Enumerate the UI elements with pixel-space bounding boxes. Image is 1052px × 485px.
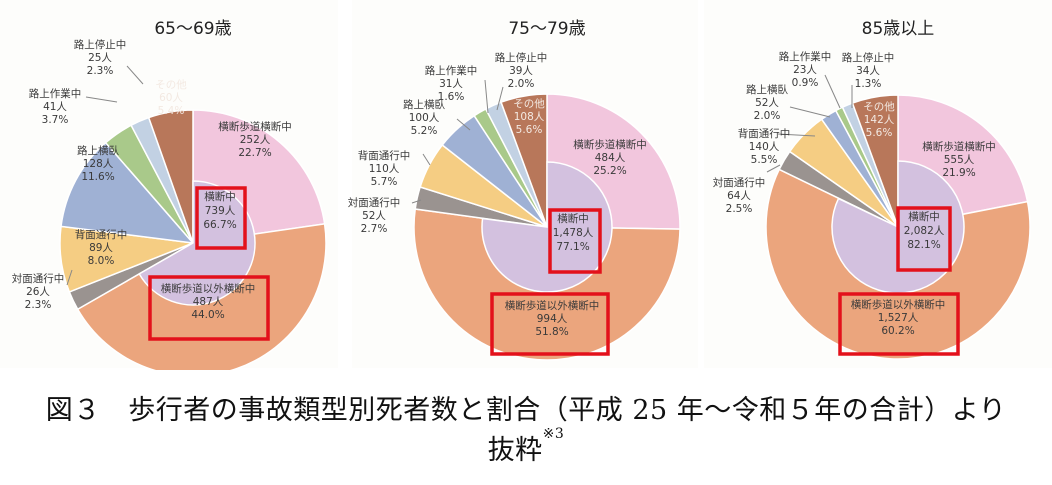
inner-label: 横断中 1,478人 77.1% bbox=[553, 212, 594, 253]
slice-7 bbox=[500, 93, 548, 228]
highlight-box-inner bbox=[548, 208, 602, 274]
caption-line-1: 図３ 歩行者の事故類型別死者数と割合（平成 25 年～令和５年の合計）より bbox=[45, 395, 1007, 426]
slice-label: 横断歩道横断中 555人 21.9% bbox=[922, 140, 996, 179]
figure-caption-line-2: 抜粋※3 bbox=[0, 426, 1052, 467]
slice-label: 路上作業中 31人 1.6% bbox=[425, 64, 478, 103]
slice-label: 対面通行中 64人 2.5% bbox=[713, 176, 766, 215]
slice-label: 横断歩道以外横断中 994人 51.8% bbox=[505, 299, 600, 338]
highlight-box bbox=[148, 275, 270, 341]
slice-label: 路上停止中 34人 1.3% bbox=[842, 51, 895, 90]
slice-label: 横断歩道横断中 252人 22.7% bbox=[218, 120, 292, 159]
slice-4 bbox=[60, 141, 195, 244]
inner-label: 横断中 739人 66.7% bbox=[203, 190, 236, 231]
slice-label: 横断歩道以外横断中 1,527人 60.2% bbox=[851, 298, 946, 337]
chart-title: 85歳以上 bbox=[862, 19, 935, 39]
caption-footnote: ※3 bbox=[542, 426, 565, 442]
slice-label: 横断歩道横断中 484人 25.2% bbox=[573, 138, 647, 177]
chart-title: 65～69歳 bbox=[154, 19, 231, 39]
chart-title: 75～79歳 bbox=[508, 19, 585, 39]
caption-line-2: 抜粋 bbox=[487, 435, 543, 466]
inner-label: 横断中 2,082人 82.1% bbox=[904, 210, 945, 251]
highlight-box bbox=[838, 292, 960, 356]
slice-label: 路上横臥 52人 2.0% bbox=[746, 83, 788, 122]
inner-crossing-slice bbox=[481, 161, 613, 293]
slice-label: 対面通行中 26人 2.3% bbox=[12, 272, 65, 311]
highlight-box-inner bbox=[896, 206, 952, 272]
slice-label: 路上作業中 41人 3.7% bbox=[29, 87, 82, 126]
slice-label: 路上作業中 23人 0.9% bbox=[779, 50, 832, 89]
figure-caption: 図３ 歩行者の事故類型別死者数と割合（平成 25 年～令和５年の合計）より bbox=[0, 388, 1052, 427]
slice-label: 路上停止中 39人 2.0% bbox=[495, 51, 548, 90]
slice-7 bbox=[147, 109, 194, 244]
slice-label: 横断歩道以外横断中 487人 44.0% bbox=[161, 282, 256, 321]
slice-label: 背面通行中 110人 5.7% bbox=[358, 149, 411, 188]
slice-label: 対面通行中 52人 2.7% bbox=[348, 196, 401, 235]
slice-label: 背面通行中 140人 5.5% bbox=[738, 127, 791, 166]
slice-label: 路上横臥 100人 5.2% bbox=[403, 98, 445, 137]
slice-label: 路上停止中 25人 2.3% bbox=[74, 38, 127, 77]
highlight-box bbox=[490, 292, 610, 356]
slice-label: 背面通行中 89人 8.0% bbox=[75, 228, 128, 267]
highlight-box-inner bbox=[195, 186, 247, 250]
slice-label: その他 142人 5.6% bbox=[863, 100, 895, 139]
slice-label: その他 108人 5.6% bbox=[513, 97, 545, 136]
slice-label: その他 60人 5.4% bbox=[155, 78, 187, 117]
slice-label: 路上横臥 128人 11.6% bbox=[77, 144, 119, 183]
